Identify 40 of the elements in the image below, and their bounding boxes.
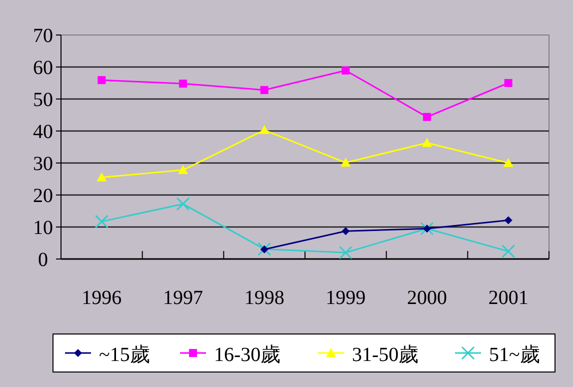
y-tick-label: 70 (33, 25, 53, 47)
point (502, 244, 516, 258)
point (260, 86, 268, 94)
point (98, 76, 106, 84)
x-tick-label: 2000 (407, 287, 447, 309)
y-tick-label: 10 (33, 217, 53, 239)
point (423, 112, 431, 121)
point (258, 242, 272, 256)
point (503, 158, 514, 167)
point (420, 222, 434, 236)
point (178, 165, 188, 174)
point (342, 66, 350, 75)
y-tick-label: 40 (33, 121, 53, 143)
point (338, 246, 352, 260)
y-tick-label: 20 (33, 185, 53, 207)
y-tick-label: 30 (33, 153, 53, 175)
legend-label: 16-30歲 (214, 344, 281, 366)
point (342, 227, 350, 236)
legend-label: 31-50歲 (352, 344, 419, 366)
point (96, 172, 107, 182)
y-tick-label: 0 (38, 249, 48, 271)
point (179, 80, 187, 88)
x-tick-label: 1999 (326, 287, 366, 309)
y-tick-label: 60 (33, 57, 53, 79)
point (422, 138, 432, 147)
point (176, 197, 190, 211)
legend-label: ~15歲 (99, 344, 150, 366)
point (504, 79, 512, 87)
x-tick-label: 1998 (244, 287, 284, 309)
y-tick-label: 50 (33, 89, 53, 111)
point (94, 214, 108, 228)
x-tick-label: 1996 (82, 287, 122, 309)
point (259, 125, 270, 134)
x-tick-label: 1997 (163, 287, 203, 309)
point (504, 216, 512, 224)
point (260, 245, 268, 254)
legend-label: 51~歲 (489, 344, 540, 366)
x-tick-label: 2001 (488, 287, 528, 309)
point (340, 158, 351, 167)
point (423, 224, 431, 233)
